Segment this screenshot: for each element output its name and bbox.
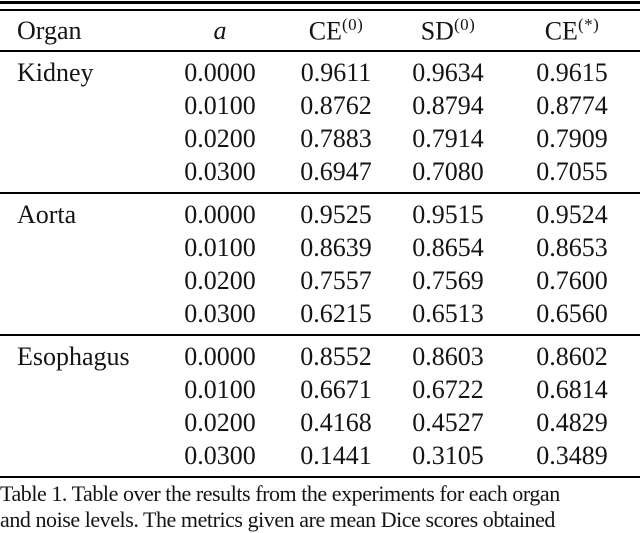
header-superscript: (0) xyxy=(341,14,364,34)
caption-line-1: Table 1. Table over the results from the… xyxy=(0,481,560,506)
table-header: Organ a CE(0) SD(0) CE(*) xyxy=(0,11,640,52)
value-cell: 0.6814 xyxy=(536,374,608,404)
value-cell: 0.0000 xyxy=(184,199,256,229)
organ-label-empty xyxy=(0,264,160,297)
value-cell: 0.0100 xyxy=(184,90,256,120)
value-cell: 0.9524 xyxy=(536,199,608,229)
value-cell: 0.8774 xyxy=(536,90,608,120)
table-row: 0.0100 0.8762 0.8794 0.8774 xyxy=(0,89,640,122)
value-cell: 0.0200 xyxy=(184,123,256,153)
top-rule-inner xyxy=(0,8,640,11)
header-label: Organ xyxy=(17,15,82,45)
table-row: 0.0100 0.6671 0.6722 0.6814 xyxy=(0,373,640,406)
organ-label: Aorta xyxy=(17,199,77,229)
value-cell: 0.8552 xyxy=(300,341,372,371)
value-cell: 0.8603 xyxy=(412,341,484,371)
value-cell: 0.6560 xyxy=(536,298,608,328)
top-rule-outer xyxy=(0,1,640,4)
value-cell: 0.9525 xyxy=(300,199,372,229)
organ-group-aorta: Aorta 0.0000 0.9525 0.9515 0.9524 0.0100 0.863… xyxy=(0,193,640,335)
value-cell: 0.9515 xyxy=(412,199,484,229)
value-cell: 0.6722 xyxy=(412,374,484,404)
value-cell: 0.7883 xyxy=(300,123,372,153)
value-cell: 0.0300 xyxy=(184,298,256,328)
organ-group-kidney: Kidney 0.0000 0.9611 0.9634 0.9615 0.0100 0.87… xyxy=(0,51,640,193)
value-cell: 0.0100 xyxy=(184,232,256,262)
table-row: 0.0300 0.6215 0.6513 0.6560 xyxy=(0,297,640,335)
column-header-a: a xyxy=(160,11,280,52)
value-cell: 0.8639 xyxy=(300,232,372,262)
column-header-ce0: CE(0) xyxy=(280,11,392,52)
header-label: SD xyxy=(420,16,454,46)
header-label: CE xyxy=(308,16,342,46)
organ-group-esophagus: Esophagus 0.0000 0.8552 0.8603 0.8602 0.0100 0… xyxy=(0,335,640,477)
value-cell: 0.0000 xyxy=(184,341,256,371)
organ-label-empty xyxy=(0,439,160,477)
value-cell: 0.1441 xyxy=(300,440,372,470)
table-row: 0.0200 0.7883 0.7914 0.7909 xyxy=(0,122,640,155)
value-cell: 0.4168 xyxy=(300,407,372,437)
table-row: 0.0100 0.8639 0.8654 0.8653 xyxy=(0,231,640,264)
value-cell: 0.8602 xyxy=(536,341,608,371)
value-cell: 0.8794 xyxy=(412,90,484,120)
organ-label-empty xyxy=(0,89,160,122)
table-row: 0.0200 0.7557 0.7569 0.7600 xyxy=(0,264,640,297)
value-cell: 0.6513 xyxy=(412,298,484,328)
value-cell: 0.9615 xyxy=(536,57,608,87)
header-superscript: (*) xyxy=(577,14,600,34)
results-table: Organ a CE(0) SD(0) CE(*) Kidney 0.0000 0.9611… xyxy=(0,11,640,478)
value-cell: 0.7080 xyxy=(412,156,484,186)
header-superscript: (0) xyxy=(453,14,476,34)
value-cell: 0.0100 xyxy=(184,374,256,404)
value-cell: 0.8762 xyxy=(300,90,372,120)
value-cell: 0.0200 xyxy=(184,407,256,437)
table-row: Kidney 0.0000 0.9611 0.9634 0.9615 xyxy=(0,51,640,89)
value-cell: 0.9634 xyxy=(412,57,484,87)
table-row: Aorta 0.0000 0.9525 0.9515 0.9524 xyxy=(0,193,640,231)
value-cell: 0.0300 xyxy=(184,440,256,470)
table-row: Esophagus 0.0000 0.8552 0.8603 0.8602 xyxy=(0,335,640,373)
organ-label-empty xyxy=(0,373,160,406)
column-header-organ: Organ xyxy=(0,11,160,52)
table-row: 0.0200 0.4168 0.4527 0.4829 xyxy=(0,406,640,439)
value-cell: 0.8653 xyxy=(536,232,608,262)
organ-label-empty xyxy=(0,231,160,264)
value-cell: 0.6671 xyxy=(300,374,372,404)
value-cell: 0.6215 xyxy=(300,298,372,328)
value-cell: 0.8654 xyxy=(412,232,484,262)
value-cell: 0.0000 xyxy=(184,57,256,87)
header-label: a xyxy=(213,15,227,45)
value-cell: 0.3105 xyxy=(412,440,484,470)
value-cell: 0.6947 xyxy=(300,156,372,186)
value-cell: 0.4527 xyxy=(412,407,484,437)
table-caption: Table 1. Table over the results from the… xyxy=(0,481,640,533)
value-cell: 0.7909 xyxy=(536,123,608,153)
value-cell: 0.3489 xyxy=(536,440,608,470)
column-header-sd0: SD(0) xyxy=(392,11,504,52)
value-cell: 0.7557 xyxy=(300,265,372,295)
value-cell: 0.0300 xyxy=(184,156,256,186)
organ-label: Esophagus xyxy=(17,341,130,371)
organ-label-empty xyxy=(0,406,160,439)
organ-label-empty xyxy=(0,155,160,193)
header-label: CE xyxy=(544,16,578,46)
caption-line-2: and noise levels. The metrics given are … xyxy=(0,507,555,532)
value-cell: 0.4829 xyxy=(536,407,608,437)
organ-label: Kidney xyxy=(17,57,94,87)
value-cell: 0.9611 xyxy=(300,57,372,87)
organ-label-empty xyxy=(0,122,160,155)
value-cell: 0.7055 xyxy=(536,156,608,186)
table-row: 0.0300 0.6947 0.7080 0.7055 xyxy=(0,155,640,193)
table-row: 0.0300 0.1441 0.3105 0.3489 xyxy=(0,439,640,477)
value-cell: 0.7569 xyxy=(412,265,484,295)
value-cell: 0.7914 xyxy=(412,123,484,153)
value-cell: 0.7600 xyxy=(536,265,608,295)
header-row: Organ a CE(0) SD(0) CE(*) xyxy=(0,11,640,52)
column-header-cestar: CE(*) xyxy=(504,11,640,52)
organ-label-empty xyxy=(0,297,160,335)
value-cell: 0.0200 xyxy=(184,265,256,295)
